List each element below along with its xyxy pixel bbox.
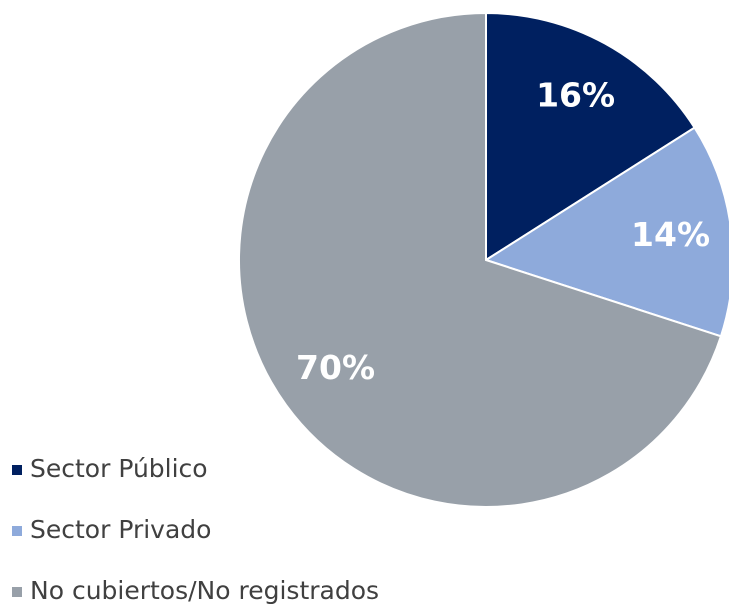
pie-slice xyxy=(238,11,723,508)
slice-label: 16% xyxy=(536,76,615,115)
pie-slice xyxy=(485,11,696,262)
legend-label: Sector Público xyxy=(30,454,208,483)
legend-label: Sector Privado xyxy=(30,515,211,544)
pie-slice xyxy=(483,126,729,338)
legend-swatch xyxy=(12,526,22,536)
legend-swatch xyxy=(12,465,22,475)
legend-swatch xyxy=(12,587,22,597)
slice-label: 70% xyxy=(296,348,375,387)
legend-label: No cubiertos/No registrados xyxy=(30,576,379,605)
slice-label: 14% xyxy=(631,215,710,254)
